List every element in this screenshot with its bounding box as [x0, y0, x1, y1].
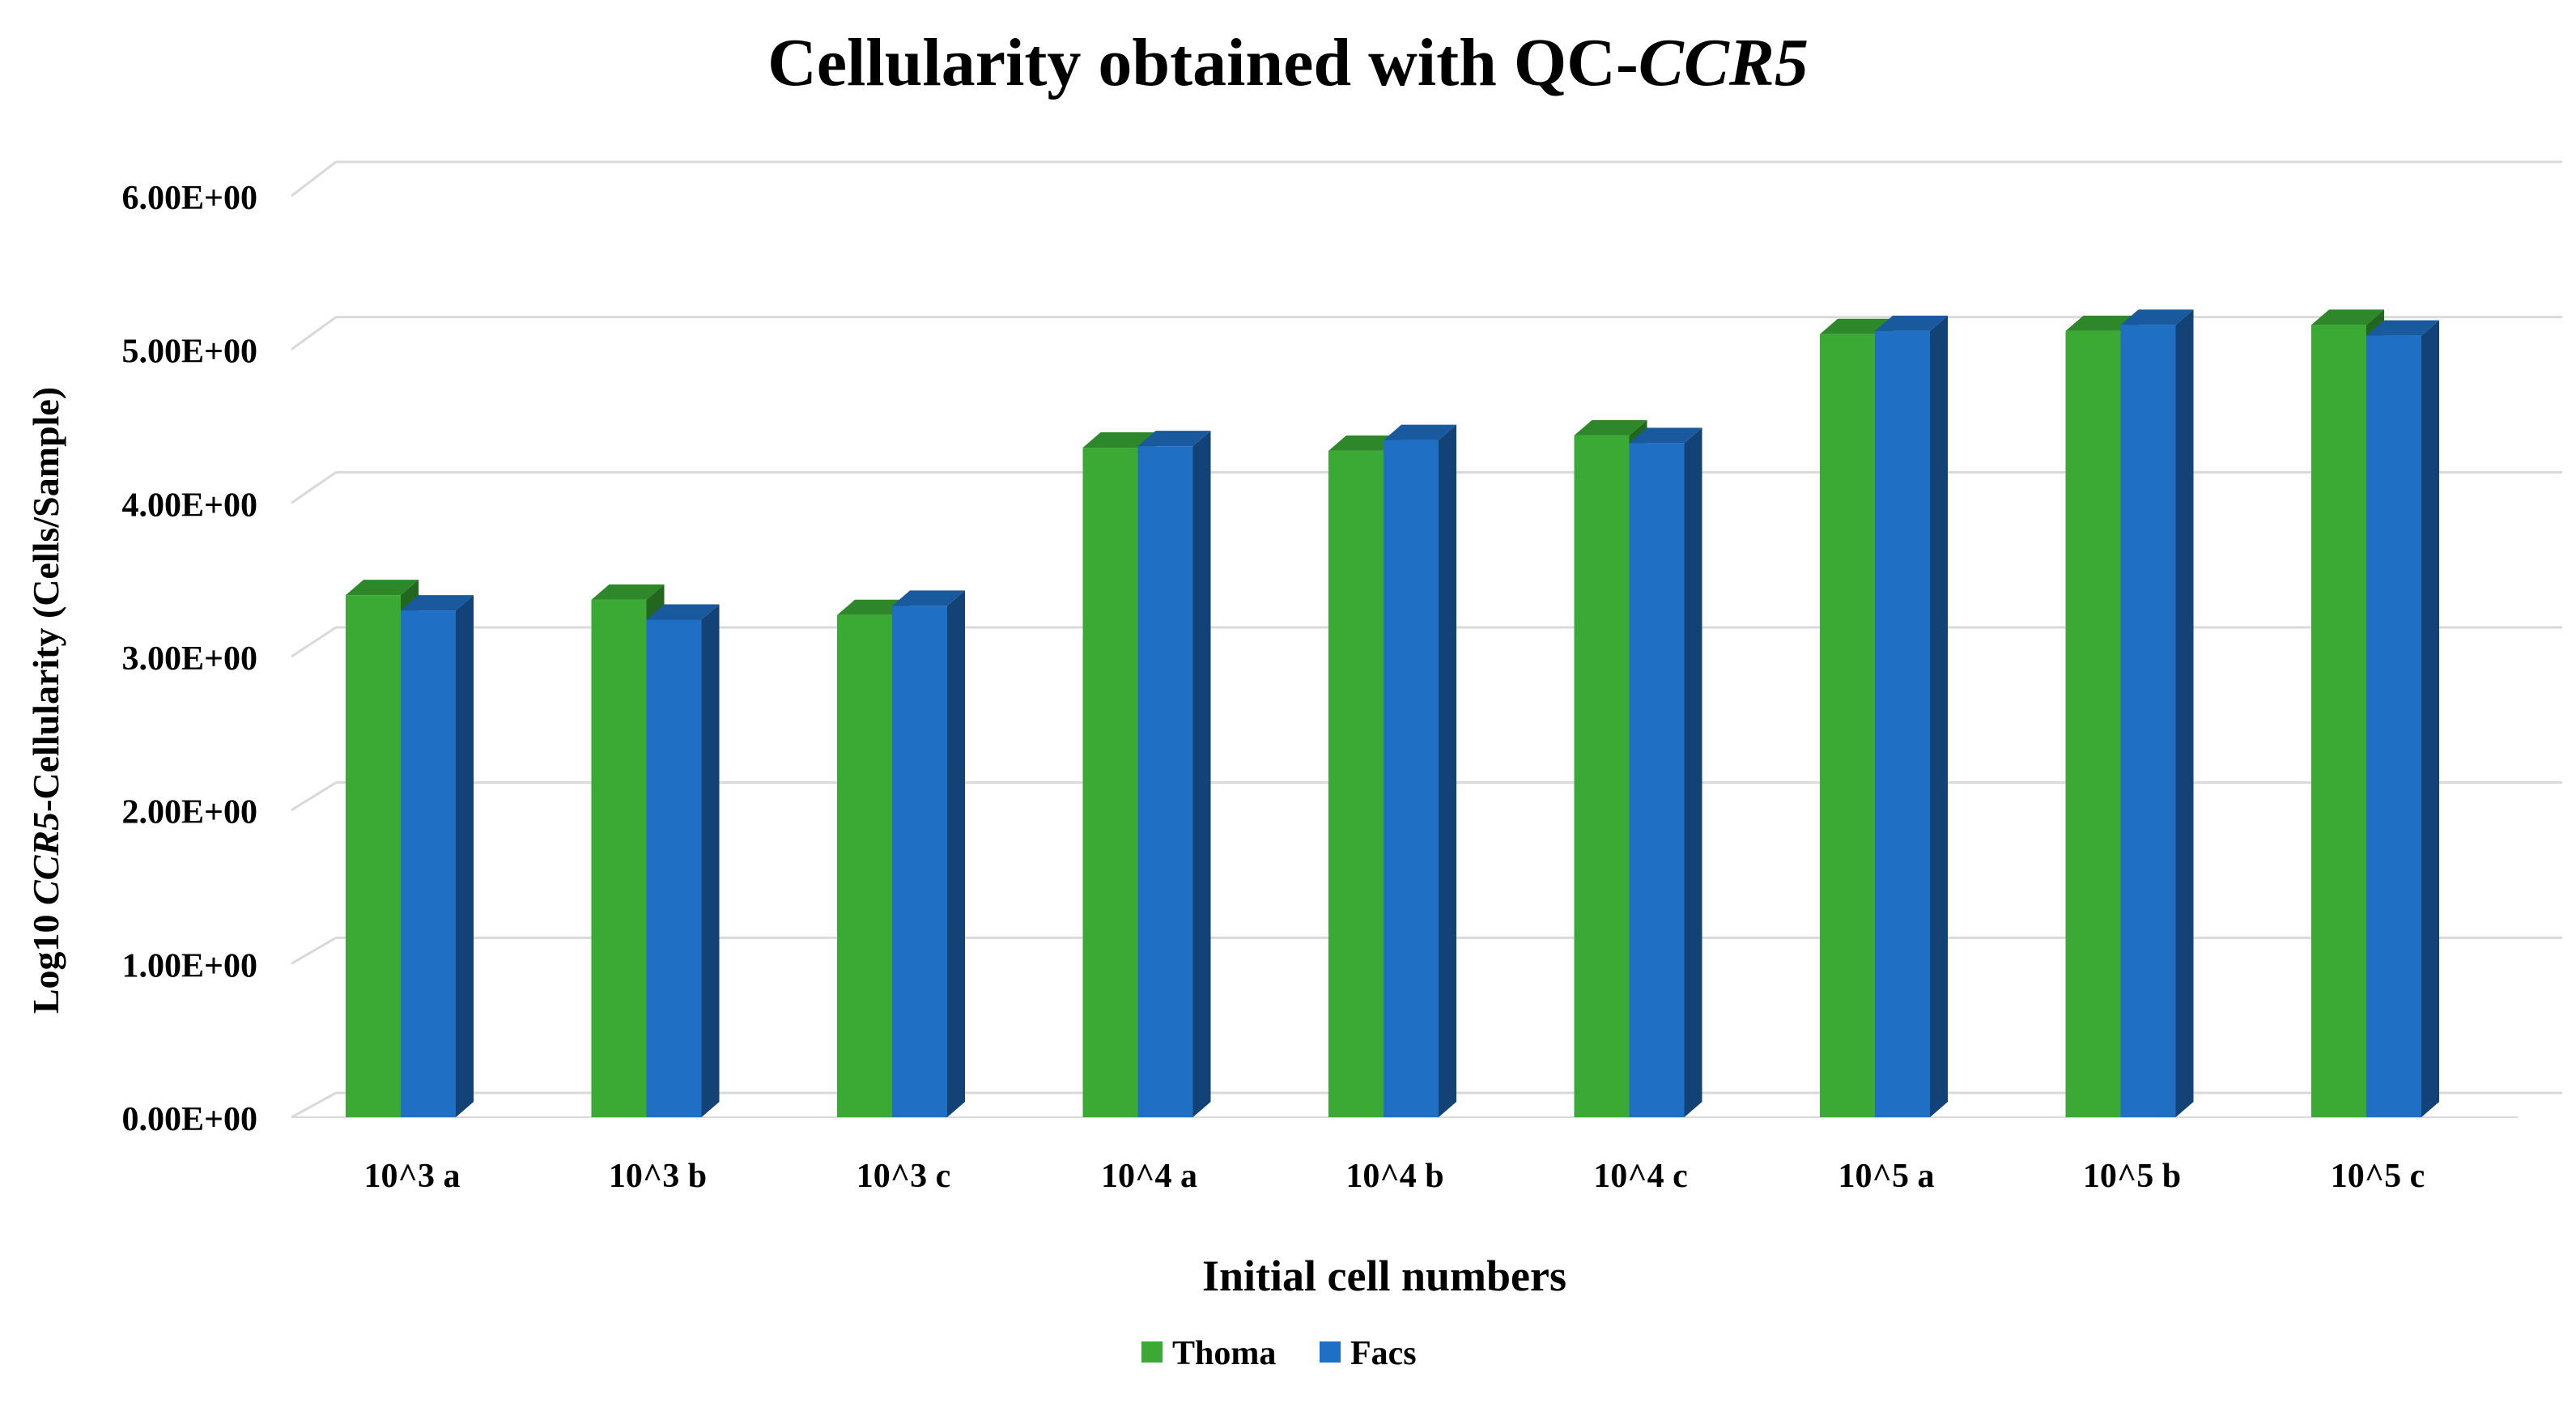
x-axis-label: Initial cell numbers [1202, 1252, 1566, 1300]
y-tick-label: 1.00E+00 [122, 947, 257, 984]
x-tick-label: 10^4 a [1101, 1158, 1197, 1195]
y-tick-label: 0.00E+00 [122, 1101, 257, 1138]
legend-label: Thoma [1172, 1335, 1276, 1372]
x-tick-label: 10^5 a [1838, 1158, 1935, 1195]
legend-swatch [1320, 1341, 1341, 1363]
legend-label: Facs [1350, 1335, 1417, 1372]
y-tick-label: 4.00E+00 [122, 487, 257, 524]
chart-title: Cellularity obtained with QC-CCR5 [767, 25, 1809, 100]
bar-facs [1137, 431, 1211, 1117]
x-tick-label: 10^4 b [1345, 1158, 1443, 1195]
x-tick-label: 10^4 c [1593, 1158, 1688, 1195]
bar-facs [2366, 320, 2439, 1117]
bar-facs [892, 590, 965, 1117]
legend-swatch [1141, 1341, 1163, 1363]
legend-item-thoma: Thoma [1141, 1335, 1276, 1372]
bar-facs [646, 604, 720, 1117]
x-tick-label: 10^3 a [364, 1158, 461, 1195]
y-tick-label: 5.00E+00 [122, 334, 257, 371]
gridline [291, 160, 2562, 198]
x-axis-ticks: 10^3 a 10^3 b 10^3 c 10^4 a 10^4 b 10^4 c 10^5… [364, 1158, 2425, 1195]
y-axis-label: Log10 CCR5-Cellularity (Cells/Sample) [25, 387, 66, 1014]
bar-facs [2120, 309, 2194, 1117]
bar-facs [1875, 315, 1948, 1117]
x-tick-label: 10^3 c [857, 1158, 951, 1195]
y-tick-label: 2.00E+00 [122, 794, 257, 831]
x-tick-label: 10^5 b [2083, 1158, 2181, 1195]
bars [346, 309, 2439, 1117]
y-axis-ticks: 0.00E+00 1.00E+00 2.00E+00 3.00E+00 4.00E+00… [122, 180, 257, 1138]
legend: Thoma Facs [1141, 1335, 1417, 1372]
y-tick-label: 3.00E+00 [122, 640, 257, 678]
legend-item-facs: Facs [1320, 1335, 1417, 1372]
y-tick-label: 6.00E+00 [122, 180, 257, 217]
x-tick-label: 10^5 c [2331, 1158, 2425, 1195]
gridline [291, 316, 2562, 351]
bar-facs [1384, 424, 1456, 1117]
bar-facs [401, 595, 474, 1117]
x-tick-label: 10^3 b [609, 1158, 707, 1195]
bar-facs [1629, 427, 1702, 1117]
